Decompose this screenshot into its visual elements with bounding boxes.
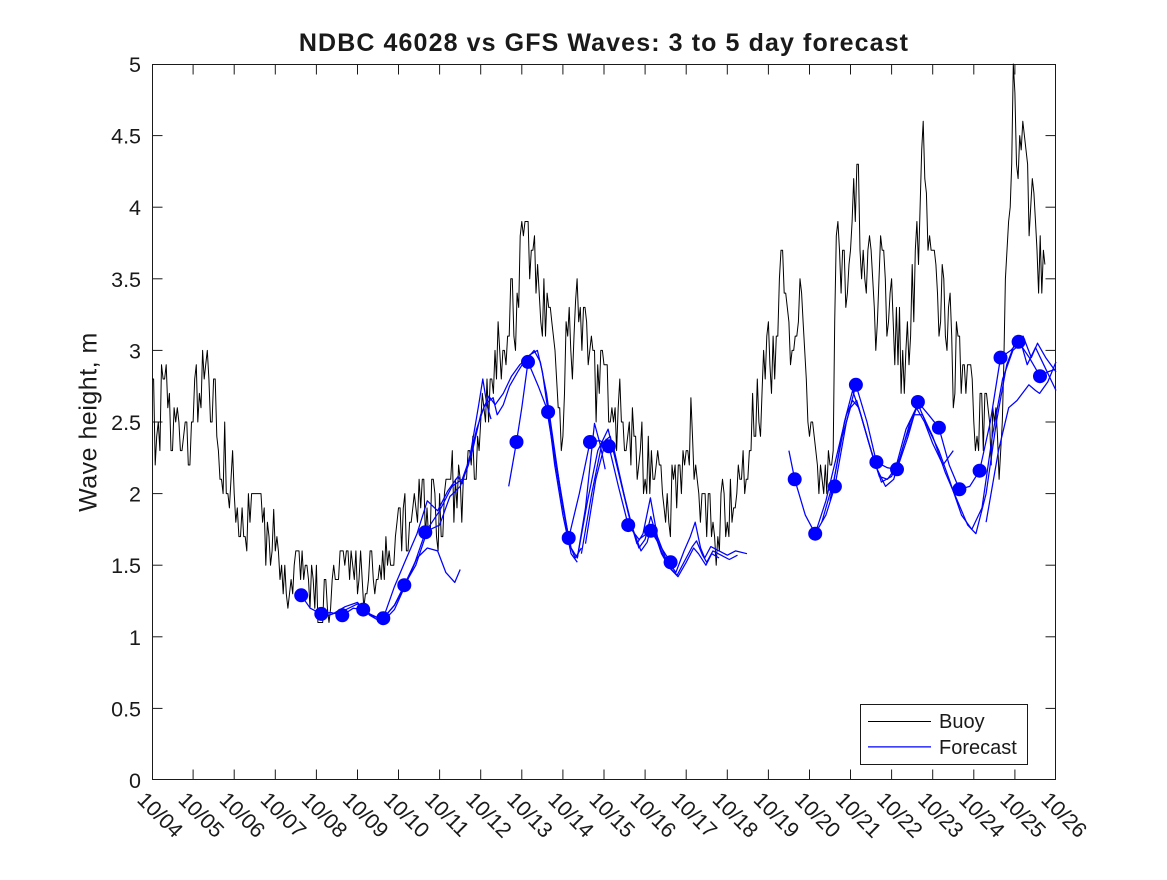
svg-text:NDBC 46028 vs GFS Waves: 3 to: NDBC 46028 vs GFS Waves: 3 to 5 day fore… <box>299 29 909 57</box>
svg-text:Wave height, m: Wave height, m <box>75 332 103 512</box>
svg-text:3.5: 3.5 <box>111 268 141 292</box>
svg-text:4: 4 <box>129 196 141 220</box>
svg-text:Buoy: Buoy <box>939 711 985 733</box>
svg-text:2: 2 <box>129 483 141 507</box>
svg-text:1.5: 1.5 <box>111 554 141 578</box>
svg-text:0: 0 <box>129 769 141 793</box>
svg-text:4.5: 4.5 <box>111 125 141 149</box>
svg-text:2.5: 2.5 <box>111 411 141 435</box>
svg-text:0.5: 0.5 <box>111 697 141 721</box>
svg-text:Forecast: Forecast <box>939 737 1017 759</box>
svg-text:3: 3 <box>129 339 141 363</box>
svg-text:1: 1 <box>129 626 141 650</box>
svg-text:5: 5 <box>129 53 141 77</box>
